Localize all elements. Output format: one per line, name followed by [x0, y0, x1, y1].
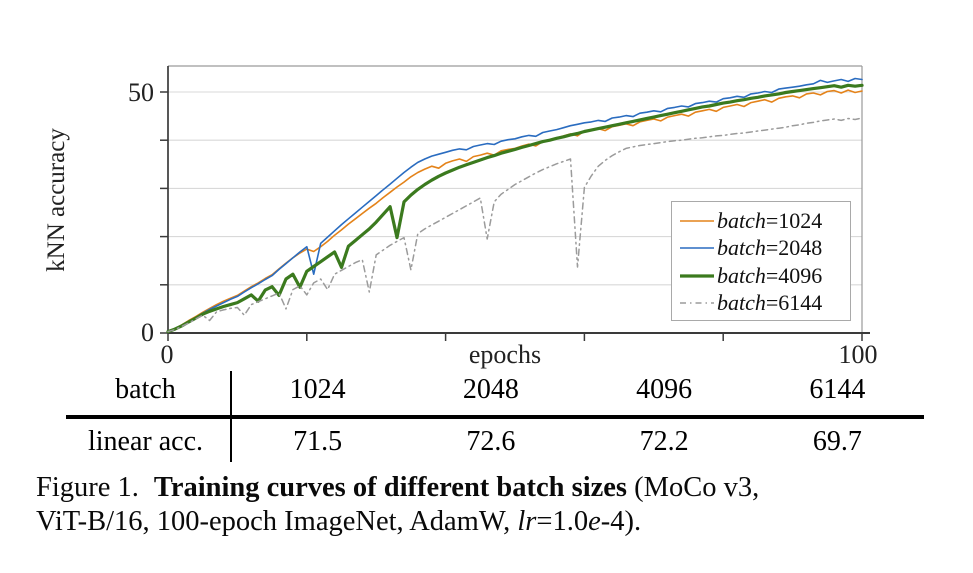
legend-line-sample-green	[680, 274, 714, 278]
caption-line-1: Figure 1. Training curves of different ba…	[36, 472, 760, 503]
caption-line-2: ViT-B/16, 100-epoch ImageNet, AdamW, lr=…	[36, 506, 642, 537]
legend-label: batch=1024	[717, 207, 823, 233]
legend-label: batch=2048	[717, 235, 823, 261]
legend-item-batch-6144: batch=6144	[672, 290, 850, 318]
table-header-batch: batch	[115, 374, 176, 405]
legend-line-sample-blue	[680, 247, 714, 250]
x-tick-label-100: 100	[838, 340, 878, 369]
legend-item-batch-2048: batch=2048	[672, 235, 850, 263]
table-cell: 72.6	[466, 426, 516, 457]
table-cell: 1024	[289, 374, 346, 405]
table-cell: 2048	[462, 374, 519, 405]
legend-line-sample-gray-dashdot	[680, 302, 714, 304]
chart-legend: batch=1024 batch=2048 batch=4096 batch=6…	[671, 201, 851, 321]
table-cell: 71.5	[293, 426, 343, 457]
y-tick-label-0: 0	[141, 318, 154, 347]
legend-item-batch-4096: batch=4096	[672, 262, 850, 290]
y-axis-label: kNN accuracy	[43, 128, 70, 272]
x-axis-label: epochs	[468, 340, 542, 369]
table-row-linear-acc: linear acc. 71.5 72.6 72.2 69.7	[60, 416, 924, 462]
table-cell: 6144	[809, 374, 866, 405]
table-cell: 4096	[636, 374, 693, 405]
linear-accuracy-table: batch 1024 2048 4096 6144 linear acc. 71…	[60, 368, 924, 462]
legend-label: batch=4096	[717, 262, 823, 288]
figure-caption: Figure 1. Training curves of different ba…	[36, 471, 961, 539]
x-tick-label-0: 0	[160, 340, 174, 369]
table-horizontal-rule	[66, 415, 924, 419]
legend-label: batch=6144	[717, 290, 823, 316]
legend-line-sample-orange	[680, 219, 714, 222]
table-vertical-divider	[230, 371, 232, 462]
y-tick-label-50: 50	[128, 78, 154, 107]
table-row-batch: batch 1024 2048 4096 6144	[60, 368, 924, 416]
table-header-linear-acc: linear acc.	[87, 426, 204, 457]
table-cell: 72.2	[639, 426, 689, 457]
table-cell: 69.7	[812, 426, 862, 457]
training-curves-chart	[160, 65, 870, 341]
legend-item-batch-1024: batch=1024	[672, 207, 850, 235]
